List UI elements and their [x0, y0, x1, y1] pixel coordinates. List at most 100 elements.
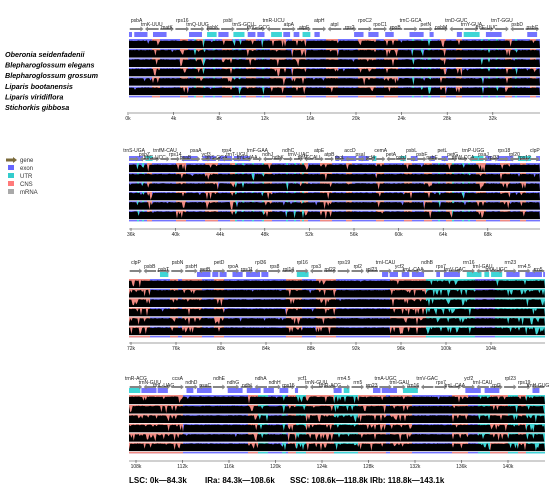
gene-label: petB: [200, 267, 211, 273]
exon-block: [227, 388, 243, 393]
gene-arrow-icon: [273, 156, 283, 162]
exon-block: [506, 272, 520, 277]
gene-label: trnI-CAU: [376, 260, 396, 266]
species-label: Oberonia seidenfadenii: [5, 50, 85, 59]
exon-block: [466, 272, 482, 277]
gene-arrow-icon: [420, 384, 434, 390]
utr-region: [468, 163, 470, 222]
cns-region: [230, 163, 236, 222]
exon-block: [186, 388, 194, 393]
tick-label: 48k: [261, 232, 270, 238]
region-name: SSC: [290, 476, 307, 485]
cns-region: [530, 39, 536, 98]
gene-label: psbE: [426, 155, 438, 161]
gene-arrow-icon: [221, 26, 235, 32]
gene-arrow-icon: [268, 268, 281, 274]
gene-label: ndhG: [227, 380, 239, 386]
gene-arrow-icon: [420, 268, 434, 274]
gene-arrow-icon: [448, 156, 458, 162]
gene-arrow-icon: [530, 156, 540, 162]
tick-label: 120k: [270, 464, 281, 470]
gene-label: psbH: [186, 264, 198, 270]
gene-arrow-icon: [396, 156, 406, 162]
gene-arrow-icon: [252, 156, 263, 162]
exon-block: [543, 272, 545, 277]
gene-label: ndhD: [185, 380, 197, 386]
species-label: Liparis viridiflora: [5, 92, 63, 101]
exon-block: [129, 388, 141, 393]
gene-label: rps19: [338, 260, 351, 266]
gene-label: trnL-CAA: [403, 267, 424, 273]
gene-label: trnS-GCU: [232, 22, 254, 28]
region-range: 84.3k—108.6k: [222, 476, 275, 485]
gene-arrow-icon: [351, 268, 365, 274]
gene-arrow-icon: [365, 156, 376, 162]
exon-block: [293, 32, 300, 37]
gene-label: rpoA: [228, 264, 239, 270]
gene-arrow-icon: [129, 26, 144, 32]
tick-label: 140k: [503, 464, 514, 470]
identity-profile: [129, 327, 545, 336]
gene-arrow-icon: [407, 384, 420, 390]
gene-arrow-icon: [175, 26, 190, 32]
gene-arrow-icon: [221, 156, 232, 162]
exon-block: [354, 32, 364, 37]
gene-label: psbB: [144, 264, 156, 270]
legend-swatch: [8, 189, 14, 194]
gene-label: trnC-GCA: [400, 18, 423, 24]
gene-label: rrn23: [366, 383, 378, 389]
tick-label: 104k: [486, 346, 497, 352]
tick-label: 0k: [125, 116, 131, 122]
gene-arrow-icon: [282, 268, 295, 274]
gene-arrow-icon: [296, 384, 309, 390]
cns-region: [288, 395, 296, 454]
gene-arrow-icon: [517, 384, 531, 390]
gene-arrow-icon: [462, 268, 475, 274]
gene-arrow-icon: [171, 268, 184, 274]
gene-label: psbT: [158, 267, 169, 273]
gene-label: psbM: [435, 25, 447, 31]
identity-profile: [129, 183, 540, 191]
gene-arrow-icon: [427, 156, 437, 162]
utr-region: [286, 163, 288, 222]
gene-arrow-icon: [337, 384, 351, 390]
tick-label: 12k: [261, 116, 270, 122]
gene-arrow-icon: [376, 156, 386, 162]
gene-label: trnS-GGA: [205, 155, 228, 161]
tick-label: 52k: [305, 232, 314, 238]
gene-arrow-icon: [6, 157, 17, 163]
gene-label: petD: [214, 260, 225, 266]
gene-label: rpl14: [283, 267, 294, 273]
gene-label: trnT-UGU: [226, 152, 248, 158]
utr-region: [233, 39, 235, 98]
gene-arrow-icon: [379, 384, 392, 390]
gene-label: trnV-UAC: [288, 152, 310, 158]
gene-arrow-icon: [266, 26, 281, 32]
gene-arrow-icon: [139, 156, 150, 162]
gene-label: rpl2: [354, 264, 363, 270]
tick-label: 4k: [171, 116, 177, 122]
utr-region: [213, 39, 215, 98]
gene-label: trnW-CCA: [452, 155, 475, 161]
utr-region: [235, 163, 237, 222]
identity-profile: [129, 415, 545, 423]
gene-label: clpP: [530, 148, 540, 154]
cns-region: [446, 163, 452, 222]
gene-arrow-icon: [309, 268, 323, 274]
gene-arrow-icon: [190, 26, 205, 32]
cns-region: [248, 395, 258, 454]
legend-label: gene: [20, 158, 34, 164]
identity-profile: [129, 49, 540, 58]
gene-arrow-icon: [478, 156, 489, 162]
gene-label: rrn16: [463, 260, 475, 266]
gene-arrow-icon: [345, 156, 355, 162]
gene-label: rps16: [176, 18, 189, 24]
gene-label: trnI-GAU: [390, 380, 410, 386]
gene-label: rps19: [518, 380, 531, 386]
gene-label: rps8: [270, 264, 280, 270]
tick-label: 100k: [441, 346, 452, 352]
gene-label: rrn16: [407, 383, 419, 389]
tick-label: 80k: [217, 346, 226, 352]
region-colon: :: [383, 476, 388, 485]
